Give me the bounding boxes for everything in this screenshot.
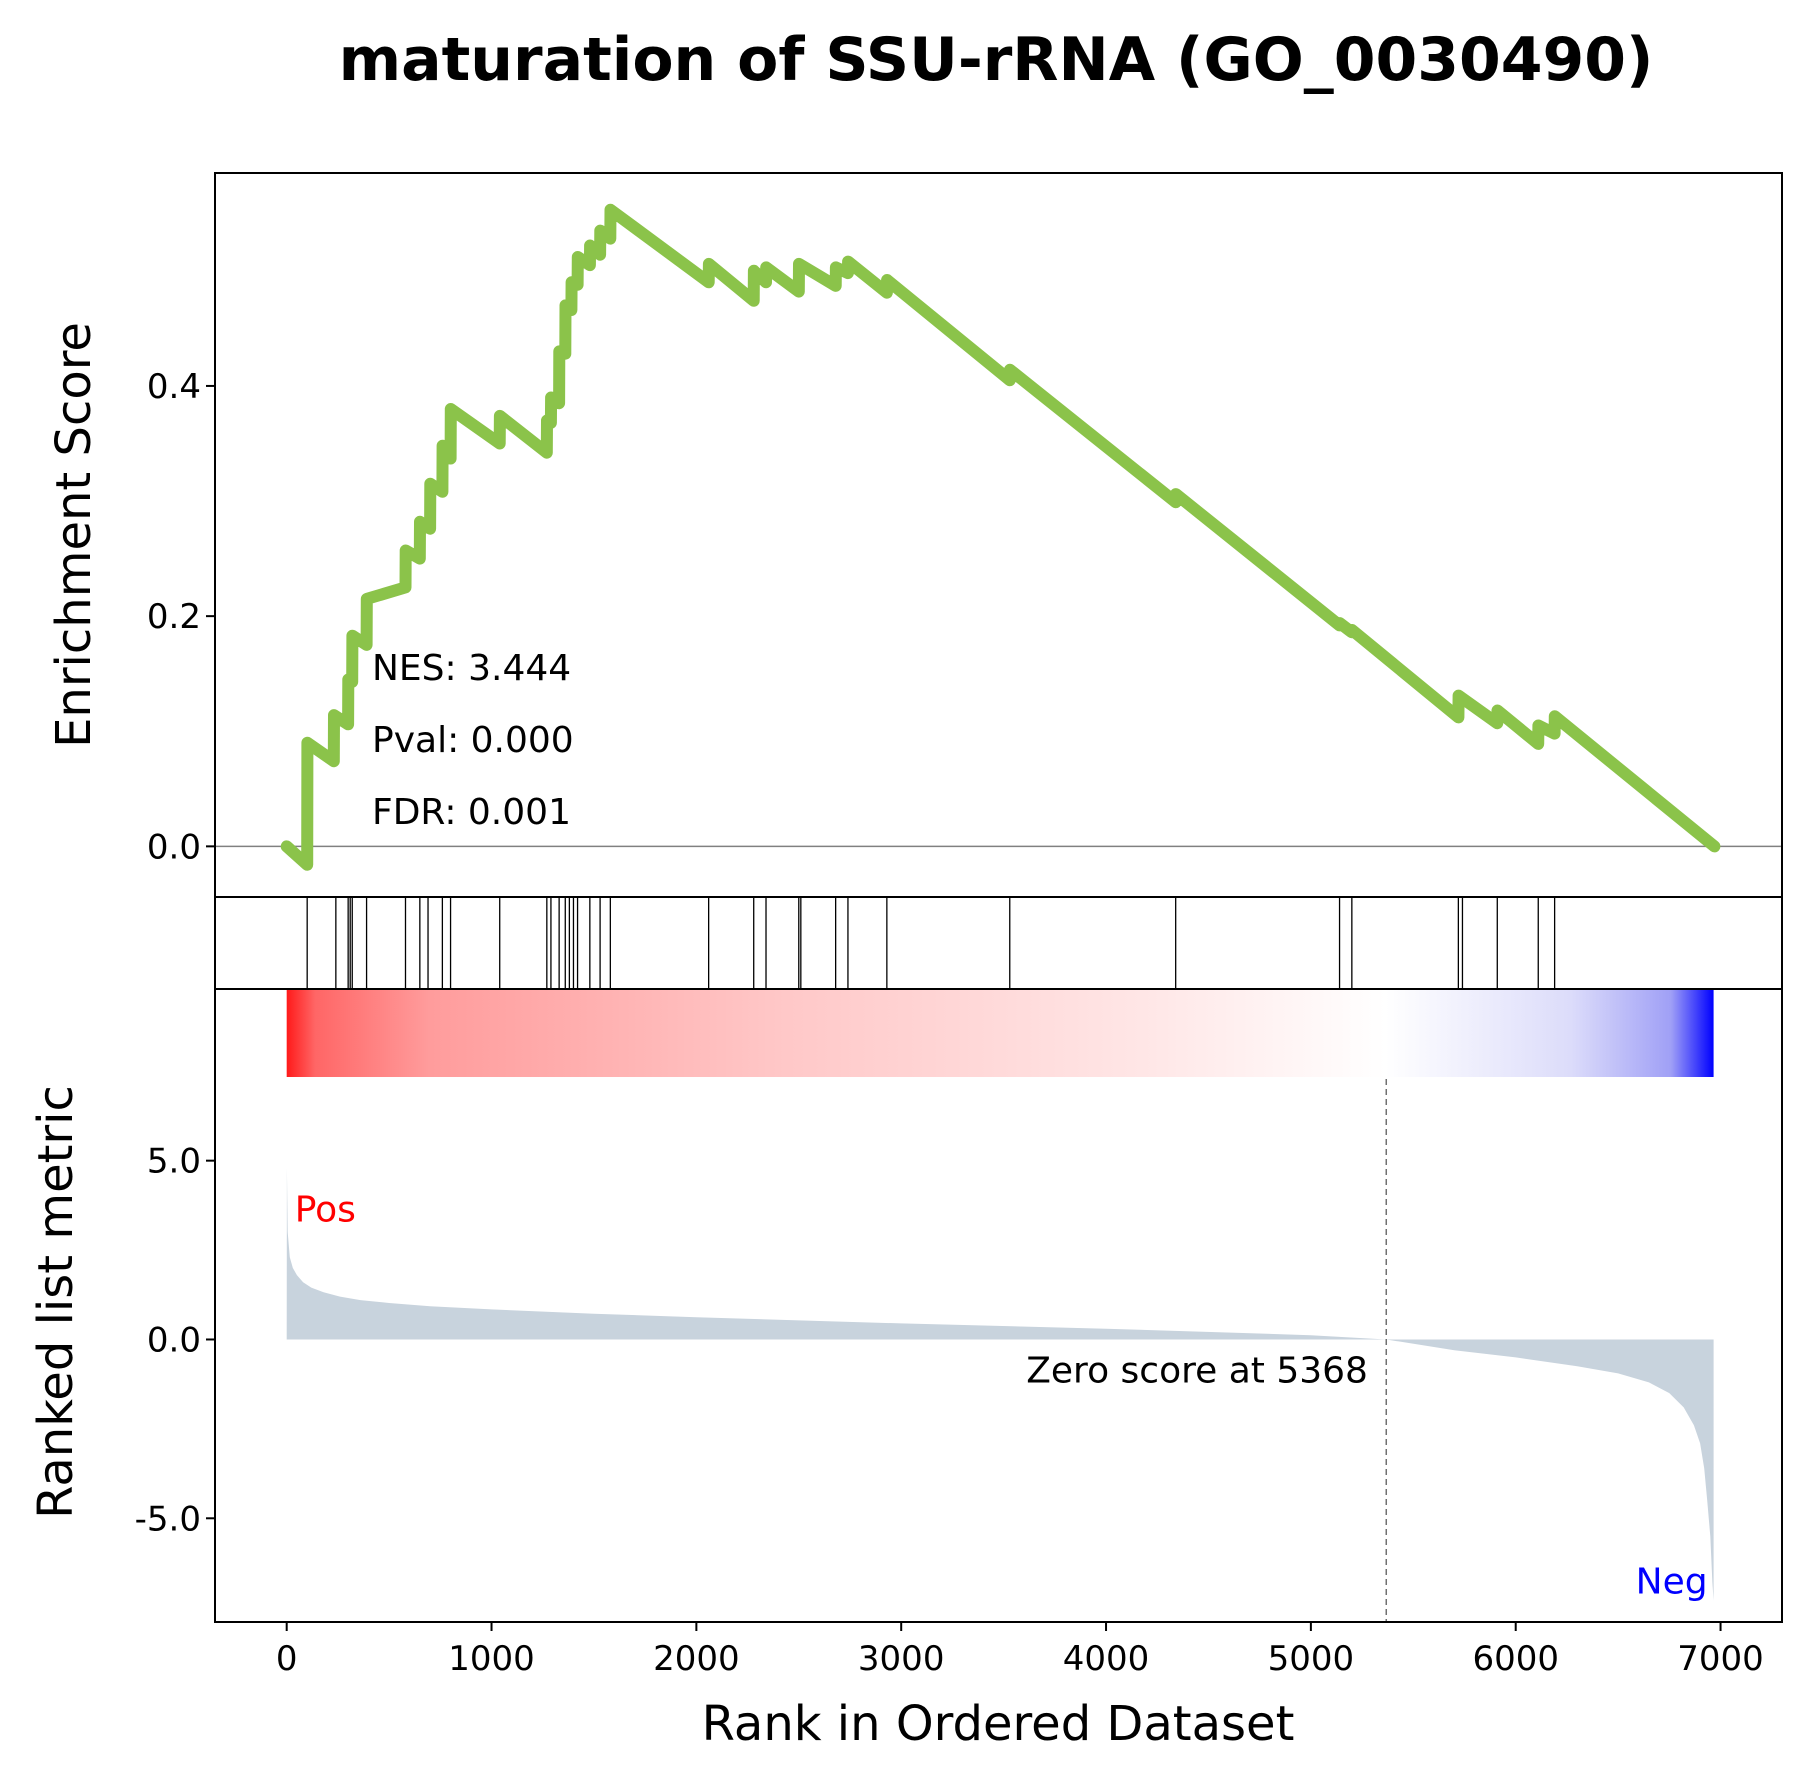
pos-label: Pos <box>295 1189 356 1230</box>
enrichment-score-line <box>280 203 1721 871</box>
enrichment-score-panel: 0.0 0.2 0.4 NES: 3.444 Pval: 0.000 FDR: 0.00… <box>46 172 1783 898</box>
x-tick-label: 5000 <box>1268 1639 1355 1679</box>
x-axis-label: Rank in Ordered Dataset <box>702 1696 1295 1752</box>
x-tick-label: 6000 <box>1472 1639 1559 1679</box>
es-y-tick-label: 0.0 <box>147 827 201 867</box>
ranked-metric-area <box>286 1167 1714 1601</box>
es-panel-frame <box>214 172 1783 898</box>
neg-label: Neg <box>1636 1561 1708 1602</box>
es-annotation: FDR: 0.001 <box>372 792 571 833</box>
es-y-tick-label: 0.4 <box>147 367 201 407</box>
ranked-panel-frame <box>214 988 1783 1623</box>
ranked-metric-panel: Zero score at 5368 Pos Neg 5.0 0.0 -5.0 Ra… <box>28 988 1783 1623</box>
es-y-axis-label: Enrichment Score <box>46 322 102 748</box>
es-y-tick-label: 0.2 <box>147 597 201 637</box>
x-tick-label: 0 <box>276 1639 298 1679</box>
gene-hits-panel <box>214 896 1783 990</box>
x-tick-label: 3000 <box>858 1639 945 1679</box>
chart-title: maturation of SSU-rRNA (GO_0030490) <box>339 25 1654 95</box>
rank-y-tick-label: -5.0 <box>135 1499 201 1539</box>
zero-score-label: Zero score at 5368 <box>1026 1350 1368 1391</box>
rank-y-tick-label: 0.0 <box>147 1320 201 1360</box>
es-annotation: NES: 3.444 <box>372 648 571 689</box>
x-tick-label: 7000 <box>1677 1639 1764 1679</box>
rank-y-tick-label: 5.0 <box>147 1142 201 1182</box>
x-tick-label: 2000 <box>653 1639 740 1679</box>
x-tick-label: 1000 <box>448 1639 535 1679</box>
x-tick-label: 4000 <box>1063 1639 1150 1679</box>
ranked-heatmap-bar <box>286 989 1714 1077</box>
es-annotation: Pval: 0.000 <box>372 720 574 761</box>
rank-y-axis-label: Ranked list metric <box>28 1085 84 1519</box>
